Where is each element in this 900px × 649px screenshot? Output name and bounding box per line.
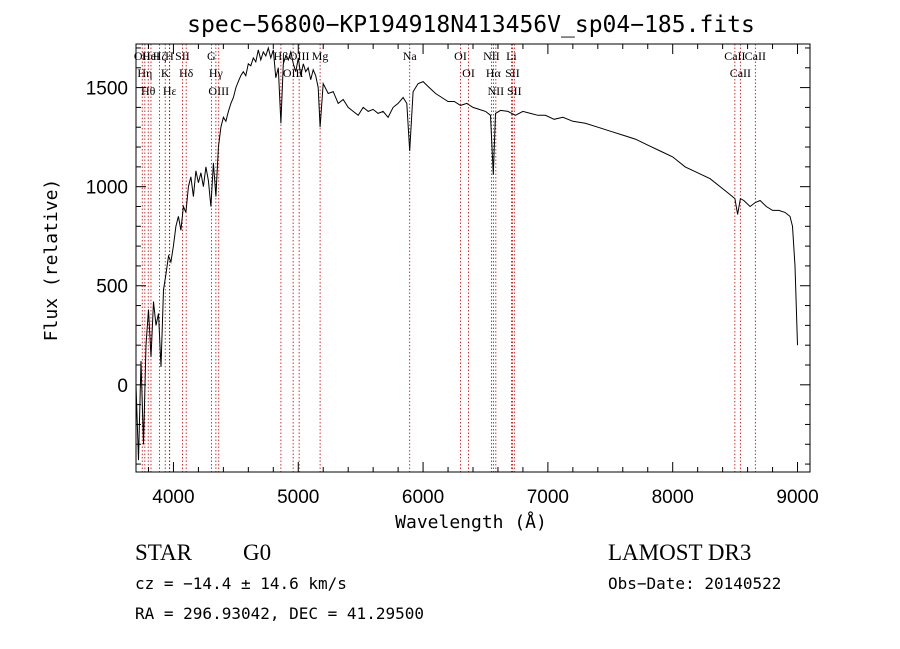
x-tick-label: 9000 — [776, 487, 818, 508]
x-tick-label: 7000 — [527, 487, 569, 508]
x-tick-label: 8000 — [652, 487, 694, 508]
survey-name: LAMOST DR3 — [608, 540, 752, 565]
line-mark-label: Hε — [163, 84, 177, 98]
line-mark-label: SII — [507, 84, 522, 98]
y-tick-label: 0 — [117, 376, 128, 397]
line-mark-label: G — [207, 49, 216, 63]
line-mark-label: OII — [134, 49, 151, 63]
spectrum-line — [135, 46, 798, 461]
line-mark-label: OIII — [208, 84, 229, 98]
x-tick-label: 6000 — [402, 487, 444, 508]
line-mark-label: SII — [175, 49, 190, 63]
line-mark-label: Hα — [486, 66, 502, 80]
line-mark-label: OIII — [289, 49, 310, 63]
chart-title: spec−56800−KP194918N413456V_sp04−185.fit… — [187, 12, 755, 38]
line-mark-label: OI — [462, 66, 475, 80]
line-mark-label: NII — [488, 84, 505, 98]
line-mark-label: Li — [506, 49, 517, 63]
line-mark-label: Hδ — [179, 66, 194, 80]
coordinates-text: RA = 296.93042, DEC = 41.29500 — [135, 604, 424, 623]
line-mark-label: HeI — [142, 49, 160, 63]
line-mark-label: Hγ — [209, 66, 224, 80]
axes — [135, 43, 811, 473]
obs-date-text: Obs−Date: 20140522 — [608, 574, 782, 593]
object-subclass: G0 — [243, 540, 272, 565]
line-mark-label: Na — [403, 49, 418, 63]
y-tick-label: 1500 — [86, 79, 128, 100]
y-tick-label: 1000 — [86, 178, 128, 199]
line-mark-label: Hθ — [141, 84, 156, 98]
x-tick-label: 4000 — [152, 487, 194, 508]
line-mark-label: CaII — [745, 49, 766, 63]
tick-labels: 4000 5000 6000 7000 8000 9000 0 500 1000 1500 — [86, 79, 819, 508]
line-mark-label: Mg — [312, 49, 329, 63]
line-marks — [141, 44, 756, 472]
line-mark-label: K — [161, 66, 170, 80]
ticks — [136, 44, 810, 472]
plot-frame — [135, 43, 811, 473]
line-mark-label: CaII — [724, 49, 745, 63]
y-axis-label: Flux (relative) — [41, 179, 62, 342]
redshift-text: cz = −14.4 ± 14.6 km/s — [135, 574, 347, 593]
line-mark-label: H — [165, 49, 174, 63]
object-class: STAR — [135, 540, 192, 565]
line-mark-label: SII — [505, 66, 520, 80]
line-mark-label: Hη — [137, 66, 152, 80]
line-mark-label: OI — [454, 49, 467, 63]
line-mark-label: OIII — [283, 66, 304, 80]
x-axis-label: Wavelength (Å) — [395, 511, 547, 533]
x-tick-label: 5000 — [277, 487, 319, 508]
line-mark-label: NII — [483, 49, 500, 63]
y-tick-label: 500 — [96, 277, 128, 298]
line-mark-label: CaII — [730, 66, 751, 80]
line-mark-label: Hζ — [153, 49, 167, 63]
